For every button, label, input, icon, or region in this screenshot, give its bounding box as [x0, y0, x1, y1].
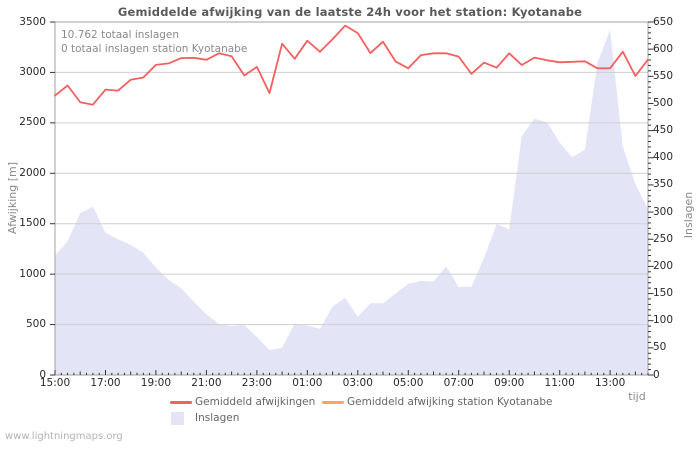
x-axis-tick-label: 09:00: [494, 377, 525, 389]
y-axis-tick-label-right: 650: [653, 15, 674, 28]
y-axis-title-right: Inslagen: [682, 191, 695, 239]
y-axis-tick-label-left: 3000: [19, 65, 46, 78]
y-axis-tick-label-right: 550: [653, 69, 674, 82]
chart-title: Gemiddelde afwijking van de laatste 24h …: [117, 5, 583, 19]
y-axis-tick-label-left: 1500: [19, 217, 46, 230]
y-axis-tick-label-right: 0: [653, 368, 660, 381]
x-axis-tick-label: 07:00: [443, 377, 474, 389]
x-axis-tick-label: 03:00: [342, 377, 373, 389]
annotation-station-strikes: 0 totaal inslagen station Kyotanabe: [61, 43, 248, 55]
x-axis-tick-label: 01:00: [292, 377, 323, 389]
legend-label-afwijkingen: Gemiddeld afwijkingen: [195, 396, 316, 408]
y-axis-tick-label-right: 150: [653, 287, 674, 300]
y-axis-tick-label-left: 0: [39, 368, 46, 381]
legend-line-swatch-station: [322, 401, 344, 404]
inslagen-area: [55, 30, 648, 375]
x-axis-tick-label: 19:00: [140, 377, 172, 389]
y-axis-tick-label-right: 100: [653, 314, 674, 327]
y-axis-tick-label-left: 3500: [19, 15, 46, 28]
y-axis-tick-label-right: 200: [653, 259, 674, 272]
y-axis-tick-label-left: 2500: [19, 116, 46, 129]
y-axis-tick-label-right: 350: [653, 178, 674, 191]
y-axis-tick-label-left: 2000: [19, 166, 46, 179]
x-axis-title: tijd: [628, 390, 646, 403]
watermark-link[interactable]: www.lightningmaps.org: [5, 431, 123, 442]
y-axis-tick-label-right: 450: [653, 124, 674, 137]
x-axis-tick-label: 13:00: [595, 377, 626, 389]
x-axis-tick-label: 15:00: [39, 377, 71, 389]
y-axis-tick-label-right: 600: [653, 42, 674, 55]
legend-line-swatch-afwijkingen: [170, 401, 192, 404]
legend-label-inslagen: Inslagen: [195, 412, 240, 424]
y-axis-tick-label-right: 400: [653, 151, 674, 164]
x-axis-tick-label: 17:00: [90, 377, 121, 389]
x-axis-tick-label: 05:00: [393, 377, 424, 389]
annotation-total-strikes: 10.762 totaal inslagen: [61, 29, 180, 41]
y-axis-tick-label-right: 50: [653, 341, 667, 354]
y-axis-tick-label-right: 500: [653, 96, 674, 109]
x-axis-tick-label: 11:00: [544, 377, 575, 389]
x-axis-tick-label: 21:00: [191, 377, 222, 389]
y-axis-title-left: Afwijking [m]: [6, 161, 19, 235]
afwijking-line: [54, 24, 649, 106]
y-axis-tick-label-left: 500: [25, 318, 46, 331]
y-axis-tick-label-left: 1000: [19, 267, 46, 280]
x-axis-tick-label: 23:00: [241, 377, 272, 389]
legend-area-swatch-inslagen: [171, 412, 184, 425]
y-axis-tick-label-right: 250: [653, 232, 674, 245]
y-axis-tick-label-right: 300: [653, 205, 674, 218]
legend-label-station: Gemiddeld afwijking station Kyotanabe: [347, 396, 553, 408]
